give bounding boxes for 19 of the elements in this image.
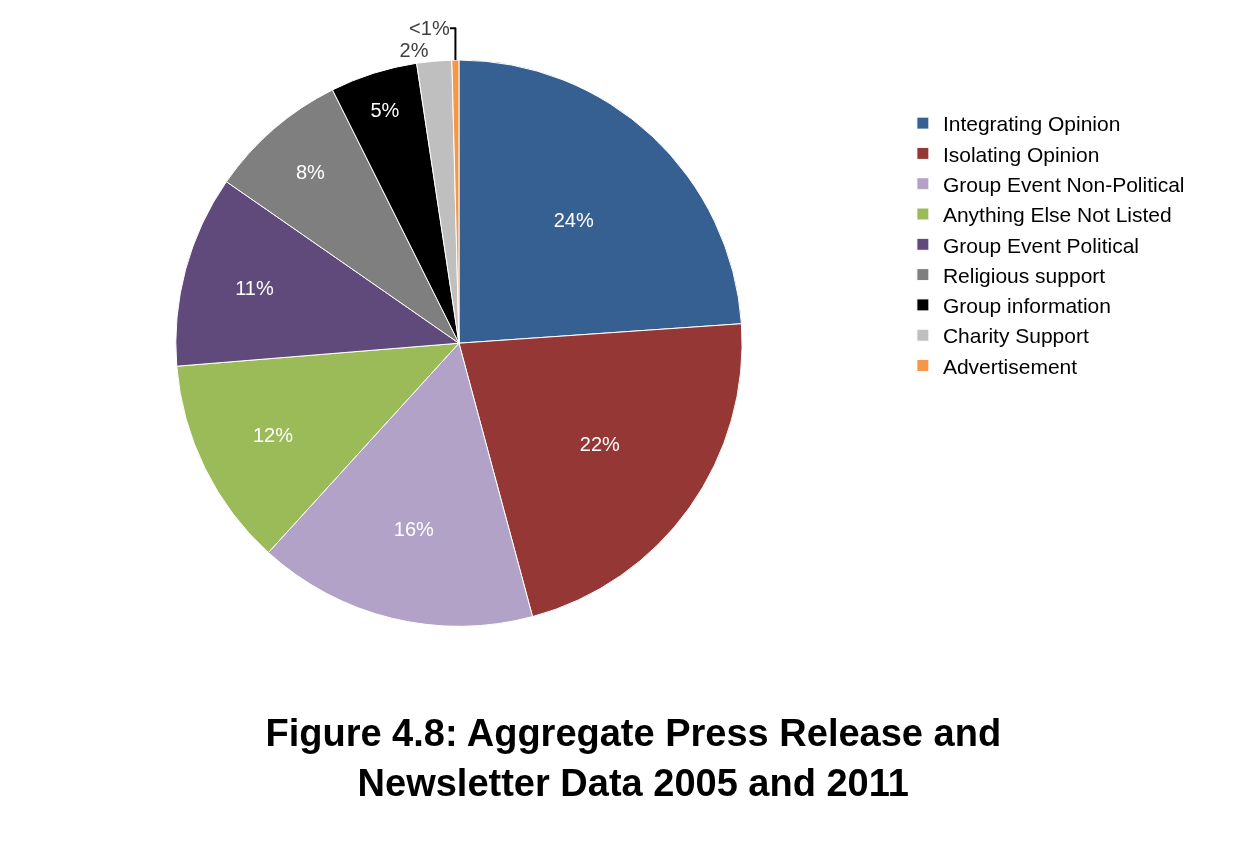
data-label: 24% bbox=[553, 209, 594, 232]
legend-label: Religious support bbox=[942, 263, 1106, 287]
legend-label: Anything Else Not Listed bbox=[942, 203, 1172, 227]
text: Figure 4.8: Aggregate Press Release and Newsletter Data 2005 and 2011 bbox=[265, 712, 1002, 804]
legend-label: Group Event Non-Political bbox=[942, 172, 1185, 196]
legend-label: Charity Support bbox=[942, 324, 1089, 348]
data-label: 16% bbox=[393, 518, 435, 541]
data-label: 22% bbox=[579, 432, 621, 455]
data-label: 12% bbox=[252, 423, 294, 446]
data-label: 5% bbox=[370, 98, 400, 121]
data-label: 8% bbox=[295, 160, 326, 183]
data-label: 2% bbox=[399, 39, 429, 62]
legend-label: Advertisement bbox=[942, 354, 1078, 378]
legend-label: Group Event Political bbox=[942, 233, 1139, 257]
data-label: 11% bbox=[235, 277, 274, 300]
legend-label: Group information bbox=[942, 294, 1111, 318]
legend-label: Isolating Opinion bbox=[942, 142, 1100, 166]
legend-label: Integrating Opinion bbox=[942, 112, 1121, 136]
data-label: <1% bbox=[409, 17, 450, 40]
